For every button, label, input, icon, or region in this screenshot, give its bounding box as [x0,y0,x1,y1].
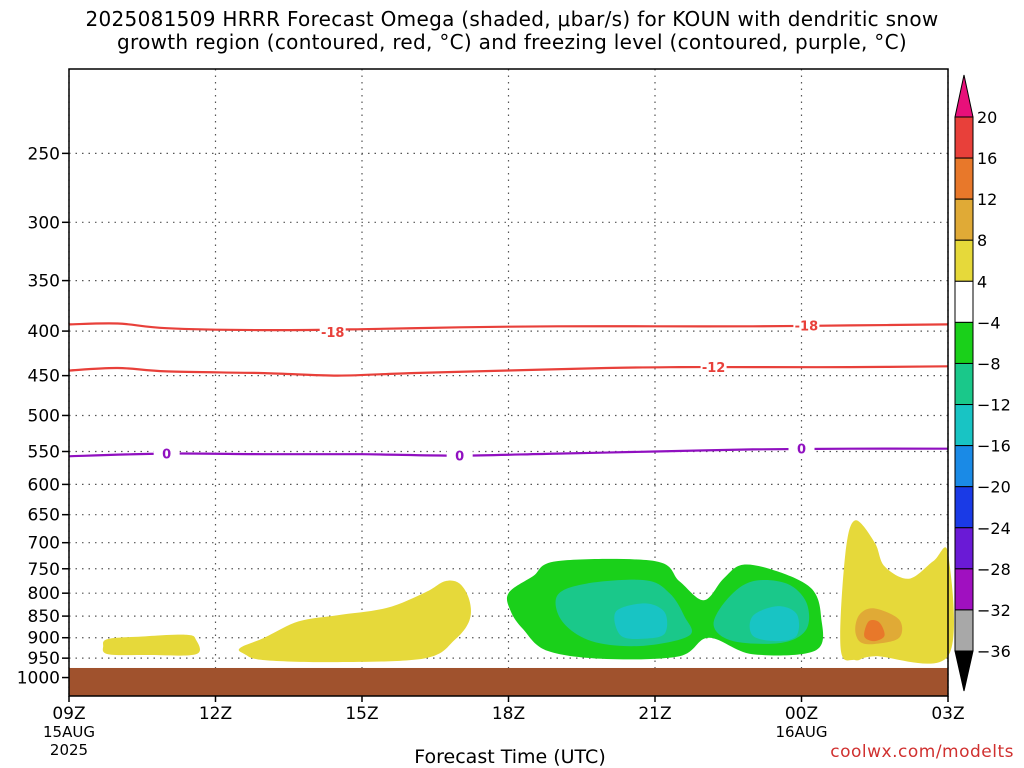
contour-label-2-2: 0 [797,443,806,458]
x-tick-date-00Z: 16AUG [776,723,828,741]
chart-title-line-1: 2025081509 HRRR Forecast Omega (shaded, … [85,7,939,31]
colorbar-box-0 [954,116,974,159]
y-tick-label-400: 400 [28,322,60,342]
omega-region-9 [864,620,885,642]
colorbar-label-2: 12 [977,190,997,209]
contour-label-2-1: 0 [455,450,464,465]
contour-line-1 [68,365,949,377]
colorbar-bottom-triangle [954,650,974,692]
y-tick-label-300: 300 [28,213,60,233]
colorbar-label-7: −12 [977,396,1011,415]
contour-label-bg-2-0 [153,445,180,462]
x-tick-date-09Z: 15AUG [43,723,95,741]
y-tick-label-350: 350 [28,272,60,292]
pressure-axis: 2503003504004505005506006507007508008509… [17,144,69,689]
y-tick-label-500: 500 [28,406,60,426]
colorbar-box-4 [954,280,974,323]
y-tick-label-600: 600 [28,475,60,495]
colorbar-label-13: −36 [977,642,1011,661]
colorbar-box-9 [954,486,974,529]
y-tick-label-650: 650 [28,506,60,526]
x-tick-label-12Z: 12Z [199,704,232,724]
ground-fill [69,667,948,696]
contour-label-bg-1-0 [700,359,727,376]
colorbar-label-11: −28 [977,560,1011,579]
chart-title-line-2: growth region (contoured, red, °C) and f… [117,30,907,54]
y-tick-label-450: 450 [28,367,60,387]
contour-line-2 [68,447,949,458]
colorbar-box-7 [954,404,974,447]
x-tick-year-09Z: 2025 [50,741,88,759]
colorbar-box-8 [954,445,974,488]
contour-label-2-0: 0 [162,448,171,463]
x-tick-label-09Z: 09Z [52,704,85,724]
y-tick-label-900: 900 [28,629,60,649]
contour-label-1-0: -12 [702,361,726,376]
colorbar-box-10 [954,527,974,570]
contour-label-bg-2-1 [446,447,473,464]
colorbar-box-6 [954,362,974,406]
ground-layer [69,667,948,696]
contour-label-0-0: -18 [321,326,345,341]
temperature-contours: -18 -18 -12 0 0 0 [68,317,949,465]
colorbar-box-12 [954,609,974,652]
y-tick-label-1000: 1000 [17,669,60,689]
chart-title: 2025081509 HRRR Forecast Omega (shaded, … [0,8,1024,54]
colorbar-label-6: −8 [977,354,1001,373]
x-tick-label-03Z: 03Z [931,704,964,724]
omega-shading [102,520,954,664]
omega-region-0 [102,634,200,656]
y-tick-label-800: 800 [28,584,60,604]
y-tick-label-700: 700 [28,534,60,554]
colorbar-label-3: 8 [977,231,987,250]
omega-region-1 [238,580,471,663]
colorbar-top-triangle [954,74,974,118]
colorbar: 20 16 12 8 4 −4 −8 −12 −16 −20 −24 −28 −32 −36 [954,74,1011,692]
x-tick-label-18Z: 18Z [492,704,525,724]
contour-label-bg-0-1 [793,317,820,334]
contour-label-bg-0-0 [319,324,346,341]
x-axis-label: Forecast Time (UTC) [414,746,605,768]
contour-label-bg-2-2 [788,440,815,457]
y-tick-label-250: 250 [28,144,60,164]
contour-label-0-1: -18 [795,319,819,334]
colorbar-box-2 [954,198,974,241]
omega-region-5 [614,603,668,639]
colorbar-label-12: −32 [977,601,1011,620]
y-tick-label-550: 550 [28,443,60,463]
x-tick-label-21Z: 21Z [638,704,671,724]
colorbar-label-8: −16 [977,437,1011,456]
colorbar-label-10: −24 [977,519,1011,538]
y-tick-label-750: 750 [28,560,60,580]
x-tick-label-00Z: 00Z [785,704,818,724]
colorbar-box-1 [954,157,974,200]
colorbar-label-9: −20 [977,478,1011,497]
site-credit: coolwx.com/modelts [830,742,1014,762]
contour-line-0 [68,322,949,332]
colorbar-label-5: −4 [977,313,1001,332]
colorbar-label-4: 4 [977,272,987,291]
y-tick-label-850: 850 [28,607,60,627]
y-tick-label-950: 950 [28,649,60,669]
colorbar-label-1: 16 [977,149,997,168]
omega-region-7 [840,520,954,664]
colorbar-box-5 [954,321,974,364]
x-tick-label-15Z: 15Z [345,704,378,724]
colorbar-box-11 [954,568,974,611]
colorbar-box-3 [954,239,974,282]
colorbar-label-0: 20 [977,108,997,127]
omega-region-6 [749,606,800,642]
